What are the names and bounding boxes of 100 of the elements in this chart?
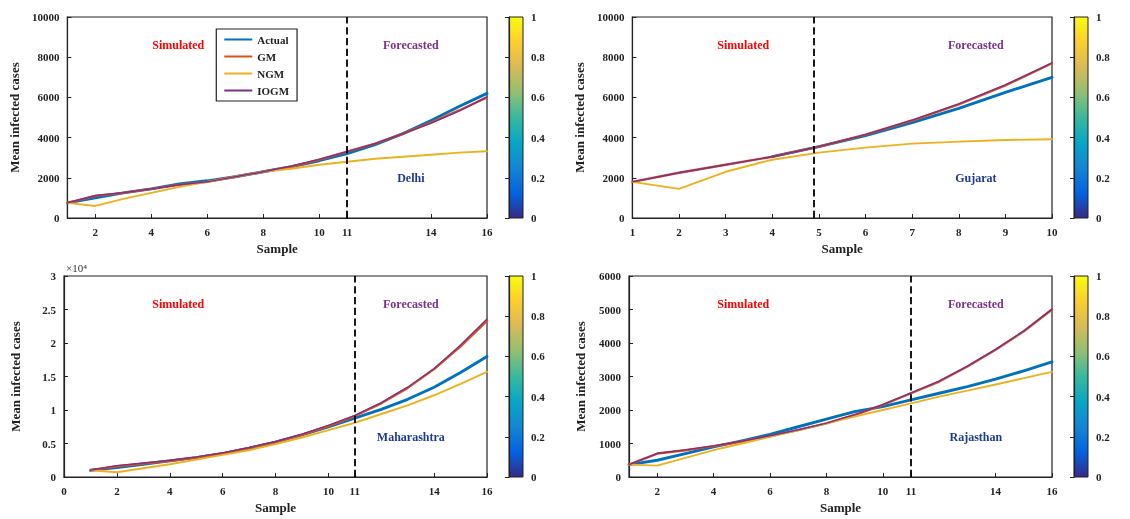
x-tick-label: 11: [341, 225, 353, 238]
x-tick-label: 14: [425, 225, 438, 238]
color-bar-label: 1: [531, 270, 537, 282]
y-tick-label: 3: [50, 270, 57, 282]
y-tick-label: 2.5: [42, 303, 57, 316]
y-tick-label: 4000: [599, 337, 622, 349]
annotation: Maharashtra: [376, 429, 445, 444]
y-tick-label: 2000: [599, 404, 622, 416]
color-bar-label: 0.6: [531, 91, 546, 104]
y-tick-label: 0: [618, 212, 625, 224]
legend-label: GM: [257, 50, 277, 63]
y-tick-label: 0: [53, 212, 60, 224]
x-tick-label: 6: [767, 484, 774, 497]
annotation: Simulated: [717, 297, 770, 312]
color-bar-label: 0: [531, 471, 537, 483]
x-tick-label: 14: [990, 484, 1002, 497]
x-tick-label: 6: [219, 484, 226, 497]
y-axis-title: Mean infected cases: [7, 62, 22, 173]
color-bar-label: 1: [1096, 270, 1102, 282]
y-tick-label: 6000: [37, 91, 60, 104]
x-tick-label: 8: [272, 484, 279, 497]
y-axis-title: Mean infected cases: [572, 62, 587, 173]
x-axis-title: Sample: [821, 240, 864, 256]
annotation: Forecasted: [947, 297, 1005, 312]
color-bar-label: 0: [531, 212, 537, 224]
y-tick-label: 6000: [602, 91, 625, 104]
annotation: Gujarat: [955, 170, 997, 185]
x-tick-label: 4: [710, 484, 717, 497]
y-tick-label: 2000: [602, 171, 625, 184]
x-tick-label: 4: [769, 225, 776, 238]
x-tick-label: 4: [167, 484, 173, 497]
color-bar-label: 1: [531, 11, 537, 23]
x-tick-label: 10: [877, 484, 889, 497]
color-bar-label: 0.8: [1096, 310, 1111, 323]
x-tick-label: 5: [816, 225, 823, 238]
color-bar-label: 0.8: [1096, 51, 1111, 64]
y-tick-label: 6000: [599, 270, 622, 282]
color-bar-label: 0.2: [531, 171, 546, 184]
y-tick-label: 3000: [599, 370, 622, 383]
annotation: Forecasted: [382, 38, 440, 53]
legend-label: IOGM: [257, 84, 290, 97]
x-tick-label: 10: [313, 225, 326, 238]
annotation: Simulated: [152, 297, 205, 312]
x-tick-label: 16: [481, 484, 493, 497]
x-tick-label: 16: [481, 225, 493, 238]
x-tick-label: 6: [204, 225, 211, 238]
x-tick-label: 11: [905, 484, 917, 497]
annotation: Forecasted: [947, 38, 1005, 53]
text: ×10⁴: [66, 261, 88, 274]
x-tick-label: 10: [322, 484, 335, 497]
y-tick-label: 8000: [602, 51, 625, 64]
x-axis-title: Sample: [819, 499, 862, 515]
y-tick-label: 10000: [596, 11, 625, 23]
annotation: Simulated: [152, 38, 205, 53]
color-bar-label: 0.2: [1096, 430, 1111, 443]
color-bar-label: 0.8: [531, 51, 546, 64]
legend-label: NGM: [257, 67, 285, 80]
y-tick-label: 2: [50, 337, 57, 349]
x-tick-label: 2: [92, 225, 99, 238]
color-bar-label: 0.2: [531, 430, 546, 443]
y-tick-label: 1.5: [42, 370, 57, 383]
x-tick-label: 2: [654, 484, 661, 497]
y-tick-label: 10000: [31, 11, 60, 23]
x-tick-label: 8: [956, 225, 963, 238]
x-tick-label: 6: [862, 225, 869, 238]
x-tick-label: 2: [114, 484, 121, 497]
y-tick-label: 2000: [37, 171, 60, 184]
x-axis-title: Sample: [254, 499, 297, 515]
color-bar-label: 0.6: [531, 350, 546, 363]
x-axis-title: Sample: [256, 240, 299, 256]
x-tick-label: 2: [676, 225, 683, 238]
color-bar-label: 0.8: [531, 310, 546, 323]
annotation: Delhi: [397, 170, 426, 185]
x-tick-label: 14: [428, 484, 441, 497]
color-bar-label: 0.6: [1096, 91, 1111, 104]
x-tick-label: 4: [148, 225, 155, 238]
x-tick-label: 16: [1046, 484, 1058, 497]
y-tick-label: 1: [50, 404, 56, 416]
annotation: Rajasthan: [949, 429, 1003, 444]
x-tick-label: 8: [260, 225, 267, 238]
y-tick-label: 8000: [37, 51, 60, 64]
color-bar-label: 0.2: [1096, 171, 1111, 184]
color-bar-label: 0.4: [531, 131, 546, 144]
y-axis-title: Mean infected cases: [573, 321, 588, 432]
color-bar-label: 0.4: [531, 390, 546, 403]
color-bar-label: 0.6: [1096, 350, 1111, 363]
color-bar-label: 1: [1096, 11, 1102, 23]
y-tick-label: 5000: [599, 303, 622, 316]
x-tick-label: 8: [823, 484, 830, 497]
y-axis-title: Mean infected cases: [8, 321, 23, 432]
x-tick-label: 7: [909, 225, 916, 238]
x-tick-label: 1: [629, 225, 636, 238]
color-bar-label: 0: [1096, 212, 1102, 224]
legend-label: Actual: [257, 33, 289, 46]
annotation: Simulated: [717, 38, 770, 53]
y-tick-label: 0.5: [42, 437, 57, 450]
x-tick-label: 11: [349, 484, 361, 497]
y-tick-label: 1000: [599, 437, 622, 450]
y-tick-label: 0: [50, 471, 57, 483]
x-tick-label: 0: [61, 484, 68, 497]
